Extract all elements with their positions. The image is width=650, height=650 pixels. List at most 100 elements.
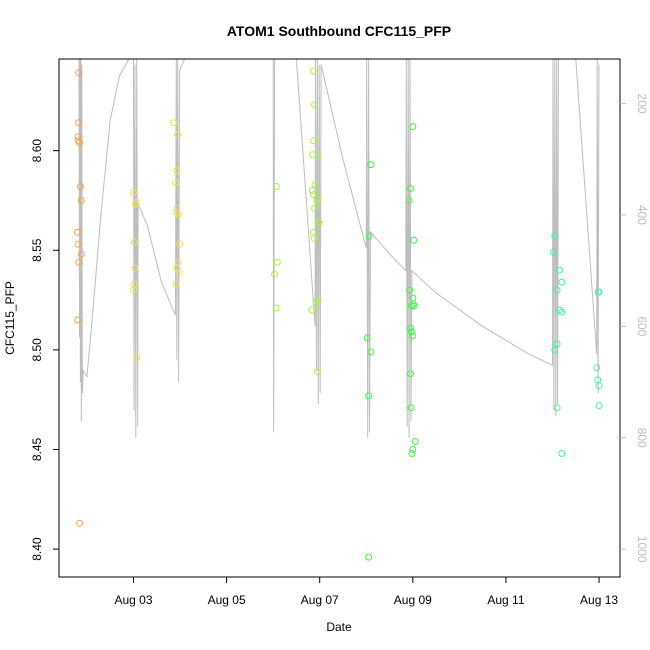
data-point [407,185,414,192]
data-point [173,264,181,272]
data-point [272,304,280,312]
data-point [595,382,603,390]
data-point [310,191,318,198]
data-point [173,167,181,175]
data-point [406,286,414,294]
data-point [407,370,414,378]
plot-frame [58,58,621,578]
data-point [553,340,561,348]
data-point [365,553,373,561]
data-point [553,286,561,294]
data-point [273,258,281,266]
data-point [314,218,322,226]
right-y-tick-label: 800 [635,428,649,448]
data-point [74,240,82,248]
data-point [77,197,85,204]
right-y-tick-label: 400 [635,205,649,225]
data-point [309,151,317,159]
y-tick-label: 8.40 [30,537,44,561]
x-tick-label: Aug 07 [301,593,339,607]
data-point [553,404,561,412]
data-point [313,368,321,376]
data-point [551,346,559,354]
data-point [407,404,415,412]
data-point [558,278,566,286]
data-point [551,232,559,240]
chart-title: ATOM1 Southbound CFC115_PFP [227,23,451,39]
data-point [131,264,139,272]
data-point [175,268,183,276]
data-point [308,187,316,194]
right-y-axis: 200 400 600 800 1000 [620,94,649,563]
data-point [411,438,419,445]
data-point [271,270,279,278]
data-points-layer [74,67,603,561]
data-point [130,189,137,196]
altitude-trace-line [78,58,600,438]
data-point [313,296,321,304]
data-point [75,119,83,127]
x-axis: Aug 03 Aug 05 Aug 07 Aug 09 Aug 11 Aug 13 [114,577,618,607]
data-point [171,179,179,186]
data-point [76,183,84,190]
data-point [176,240,184,248]
data-point [595,402,603,410]
data-point [407,324,414,332]
data-point [130,238,138,246]
y-tick-label: 8.45 [30,437,44,461]
data-point [549,248,557,256]
y-axis-label: CFC115_PFP [3,281,17,355]
data-point [76,139,83,147]
x-tick-label: Aug 11 [487,593,524,607]
data-point [170,119,177,127]
y-tick-label: 8.55 [30,238,44,262]
data-point [74,228,82,236]
data-point [407,302,415,310]
data-point [408,332,416,340]
data-point [556,266,563,274]
data-point [558,450,566,457]
data-point [593,364,601,372]
x-tick-label: Aug 05 [208,593,246,607]
data-point [365,392,373,400]
data-point [410,236,418,244]
data-point [312,298,320,306]
data-point [130,286,137,294]
data-point [367,348,375,356]
data-point [558,308,566,316]
data-point [74,137,82,145]
y-axis: 8.40 8.45 8.50 8.55 8.60 [30,139,59,561]
data-point [310,137,318,145]
data-point [363,334,371,342]
x-axis-label: Date [326,620,352,634]
data-point [76,519,83,527]
data-point [556,306,563,314]
data-point [172,208,180,216]
altitude-trace-layer [78,58,600,438]
data-point [367,161,375,169]
data-point [175,210,183,218]
data-point [314,153,322,161]
data-point [311,204,319,212]
x-tick-label: Aug 03 [114,593,152,607]
data-point [409,446,417,453]
data-point [365,232,373,240]
data-point [309,67,317,75]
data-point [133,354,141,362]
right-y-tick-label: 600 [635,316,649,336]
data-point [77,250,85,258]
data-point [74,316,82,324]
x-tick-label: Aug 13 [580,593,618,607]
data-point [310,234,318,242]
data-point [308,306,316,314]
data-point [311,101,319,109]
data-point [75,69,83,77]
data-point [409,123,417,131]
data-point [405,197,413,204]
data-point [174,131,182,139]
data-point [272,183,280,190]
x-tick-label: Aug 09 [394,593,432,607]
right-y-tick-label: 200 [635,94,649,114]
data-point [75,258,83,266]
